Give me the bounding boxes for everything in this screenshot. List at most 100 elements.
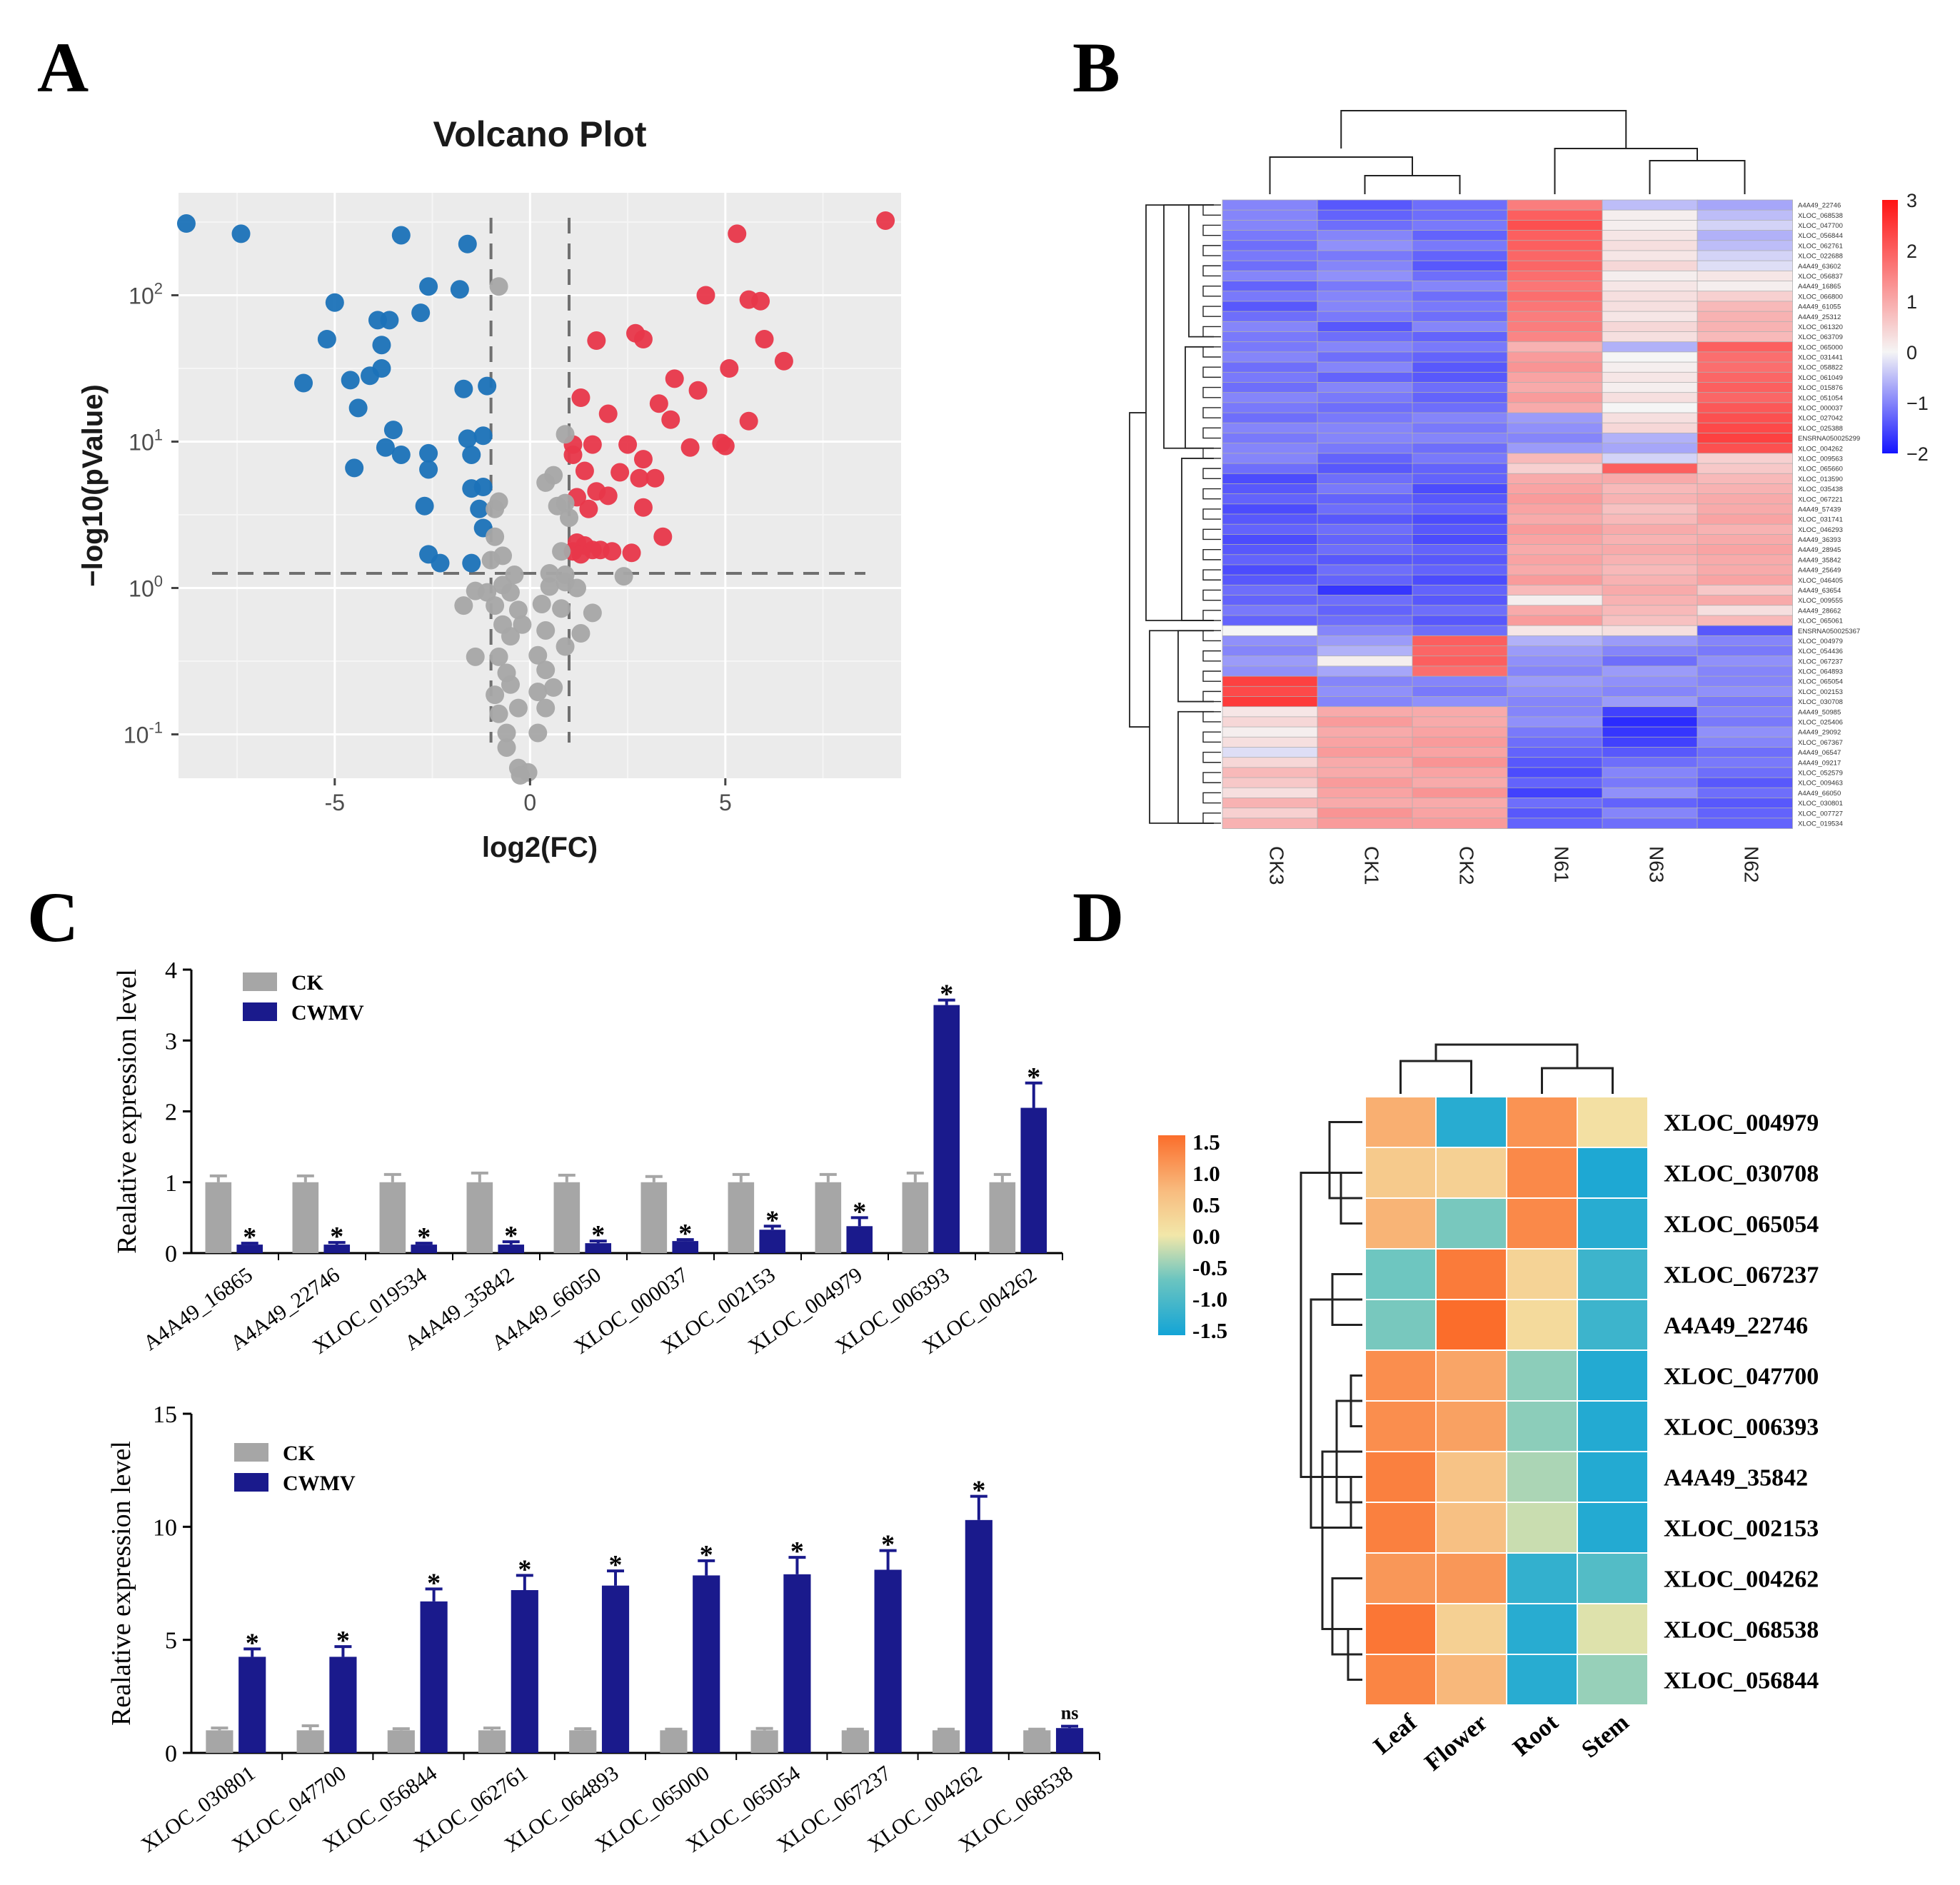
heatmap-cell: [1506, 1096, 1578, 1148]
heatmap-cell: [1222, 655, 1318, 667]
point-ns: [481, 551, 501, 570]
row-label: XLOC_065061: [1798, 618, 1843, 625]
heatmap-cell: [1222, 726, 1318, 738]
bar-ck: [569, 1730, 597, 1753]
heatmap-cell: [1697, 533, 1793, 546]
heatmap-cell: [1222, 787, 1318, 799]
heatmap-cell: [1317, 493, 1413, 505]
row-label: XLOC_054436: [1798, 648, 1843, 655]
point-down: [391, 445, 411, 464]
y-tick-base: 10: [129, 283, 154, 309]
point-up: [575, 461, 594, 481]
heatmap-cell: [1317, 787, 1413, 799]
heatmap-cell: [1602, 291, 1698, 302]
heatmap-cell: [1507, 260, 1603, 272]
point-down: [345, 458, 364, 478]
column-label: Root: [1508, 1709, 1564, 1761]
row-dendrogram-branch: [1331, 1577, 1362, 1656]
heatmap-cell: [1317, 726, 1413, 738]
heatmap-cell: [1697, 311, 1793, 323]
bar-ck: [902, 1182, 929, 1253]
heatmap-cell: [1507, 433, 1603, 444]
row-dendrogram-leaf: [1202, 589, 1221, 601]
point-ns: [536, 620, 556, 640]
heatmap-cell: [1602, 798, 1698, 809]
heatmap-cell: [1507, 351, 1603, 363]
heatmap-cell: [1222, 777, 1318, 789]
heatmap-cell: [1317, 291, 1413, 302]
heatmap-cell: [1602, 473, 1698, 485]
point-down: [415, 496, 434, 516]
point-down: [383, 421, 403, 440]
heatmap-cell: [1412, 443, 1508, 454]
heatmap-cell: [1317, 706, 1413, 718]
heatmap-cell: [1317, 412, 1413, 424]
heatmap-cell: [1435, 1349, 1507, 1402]
point-ns: [556, 425, 575, 444]
heatmap-cell: [1317, 777, 1413, 789]
point-ns: [486, 685, 505, 705]
column-label: Stem: [1577, 1709, 1634, 1764]
row-dendrogram-leaf: [1202, 326, 1221, 338]
heatmap-cell: [1365, 1349, 1437, 1402]
heatmap-cell: [1507, 787, 1603, 799]
row-label: A4A49_22746: [1798, 202, 1841, 210]
heatmap-cell: [1412, 595, 1508, 606]
legend-swatch: [243, 1002, 277, 1021]
heatmap-cell: [1222, 747, 1318, 758]
heatmap-cell: [1697, 564, 1793, 576]
point-up: [598, 404, 618, 423]
heatmap-cell: [1435, 1502, 1507, 1554]
row-label: XLOC_065000: [1798, 343, 1843, 351]
row-label: A4A49_29092: [1798, 729, 1841, 737]
row-label: A4A49_22746: [1664, 1313, 1808, 1339]
row-label: ENSRNA050025367: [1798, 628, 1860, 635]
heatmap-cell: [1222, 382, 1318, 393]
heatmap-cell: [1507, 584, 1603, 596]
row-dendrogram-leaf: [1202, 346, 1221, 358]
heatmap-cell: [1602, 281, 1698, 292]
significance-label: *: [790, 1537, 804, 1567]
heatmap-b: A4A49_22746 XLOC_068538 XLOC_047700 XLOC_05…: [1129, 110, 1929, 885]
colorbar-tick-label: −1: [1906, 393, 1929, 414]
panel-letter-d: D: [1072, 878, 1124, 957]
row-label: XLOC_025388: [1798, 425, 1843, 433]
point-down: [231, 224, 251, 243]
row-label: XLOC_030708: [1798, 698, 1843, 706]
heatmap-cell: [1222, 219, 1318, 231]
heatmap-cell: [1577, 1603, 1649, 1655]
heatmap-cell: [1222, 503, 1318, 515]
heatmap-cell: [1602, 716, 1698, 728]
legend-swatch: [234, 1443, 268, 1462]
heatmap-cell: [1602, 655, 1698, 667]
heatmap-cell: [1507, 291, 1603, 302]
heatmap-cell: [1222, 696, 1318, 708]
heatmap-cell: [1222, 463, 1318, 475]
heatmap-cell: [1365, 1299, 1437, 1351]
heatmap-cell: [1412, 584, 1508, 596]
heatmap-cell: [1317, 808, 1413, 819]
heatmap-cell: [1602, 209, 1698, 221]
heatmap-cell: [1697, 473, 1793, 485]
point-ns: [486, 527, 505, 546]
heatmap-cell: [1365, 1197, 1437, 1250]
heatmap-cell: [1317, 483, 1413, 495]
heatmap-cell: [1507, 645, 1603, 657]
heatmap-cell: [1602, 219, 1698, 231]
heatmap-cell: [1317, 422, 1413, 434]
heatmap-cell: [1507, 483, 1603, 495]
heatmap-cell: [1602, 564, 1698, 576]
row-dendrogram-leaf: [1202, 224, 1221, 236]
heatmap-cell: [1506, 1603, 1578, 1655]
column-dendrogram-branch: [1399, 1060, 1472, 1094]
heatmap-cell: [1222, 392, 1318, 403]
significance-label: *: [427, 1568, 441, 1598]
heatmap-cell: [1412, 219, 1508, 231]
heatmap-cell: [1317, 716, 1413, 728]
column-dendrogram-root: [1434, 1043, 1579, 1068]
point-ns: [528, 723, 548, 743]
heatmap-cell: [1697, 706, 1793, 718]
heatmap-cell: [1365, 1552, 1437, 1604]
column-dendrogram-branch: [1649, 160, 1746, 194]
bar-cwmv: [1020, 1107, 1047, 1253]
